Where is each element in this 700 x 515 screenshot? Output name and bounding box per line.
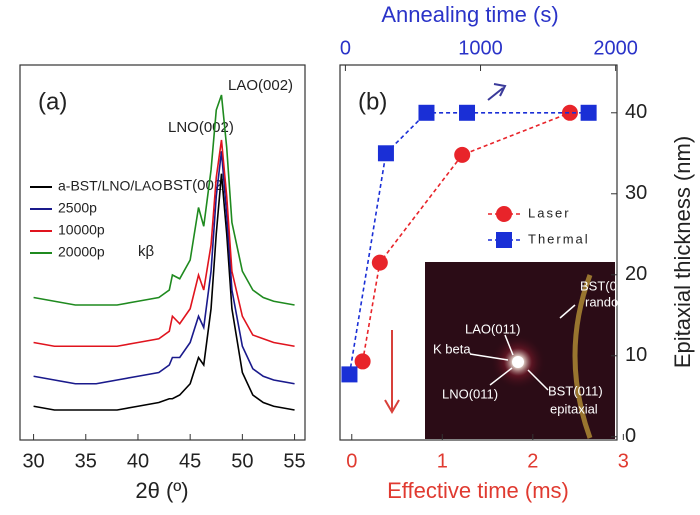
x-tick-label: 0 (346, 450, 357, 472)
x-tick-label: 40 (127, 450, 149, 472)
marker (341, 366, 358, 383)
legend-marker (496, 232, 512, 248)
x-axis-title: 2θ (º) (135, 478, 188, 503)
arrow-head (384, 399, 400, 414)
marker (561, 104, 578, 121)
frame-a (19, 64, 306, 441)
x-tick-label: 35 (75, 450, 97, 472)
y2-tick-label: 30 (625, 182, 647, 204)
y2-tick-label: 0 (625, 425, 636, 447)
inset-image: BST(011) random LAO(011) K beta LNO(011)… (425, 262, 635, 439)
annotation: BST(002) (163, 177, 227, 194)
inset-label: LAO(011) (465, 321, 520, 336)
inset-label: K beta (433, 341, 471, 356)
marker (459, 104, 476, 121)
x2-axis-title: Annealing time (s) (381, 2, 558, 27)
legend-label: Laser (528, 205, 571, 220)
legend-label: 2500p (58, 200, 97, 216)
panel-label: (a) (38, 88, 67, 115)
xrd-line (33, 94, 295, 306)
legend-label: Thermal (528, 231, 590, 246)
frame-b (339, 64, 618, 441)
x2-tick-label: 0 (340, 37, 351, 59)
marker (377, 145, 394, 162)
marker (454, 146, 471, 163)
annotation: LAO(002) (228, 77, 293, 94)
x2-tick-label: 1000 (458, 37, 503, 59)
marker (354, 353, 371, 370)
x-tick-label: 45 (179, 450, 201, 472)
x-tick-label: 2 (527, 450, 538, 472)
annotation: kβ (138, 243, 155, 260)
x-tick-label: 3 (618, 450, 629, 472)
inset-label: BST(011) (548, 383, 603, 398)
annotation: LNO(002) (168, 119, 234, 136)
y2-tick-label: 40 (625, 101, 647, 123)
legend-label: 10000p (58, 222, 105, 238)
x-tick-label: 55 (283, 450, 305, 472)
marker (580, 104, 597, 121)
x2-tick-label: 2000 (593, 37, 638, 59)
panel-label: (b) (358, 88, 387, 115)
x-tick-label: 1 (437, 450, 448, 472)
y2-tick-label: 20 (625, 263, 647, 285)
x-axis-title: Effective time (ms) (387, 478, 569, 503)
legend-marker (496, 206, 512, 222)
inset-label: BST(011) (580, 278, 635, 293)
legend-label: a-BST/LNO/LAO (58, 178, 162, 194)
inset-label: random (585, 294, 629, 309)
x-tick-label: 50 (231, 450, 253, 472)
y2-tick-label: 10 (625, 344, 647, 366)
xrd-line (33, 151, 295, 385)
arrow (487, 87, 504, 101)
marker (371, 254, 388, 271)
xrd-line (33, 139, 295, 348)
arrow-head (493, 83, 507, 97)
x-tick-label: 30 (22, 450, 44, 472)
inset-label: epitaxial (550, 401, 598, 416)
inset-label: LNO(011) (442, 386, 498, 401)
legend-label: 20000p (58, 244, 105, 260)
marker (418, 104, 435, 121)
y2-axis-title: Epitaxial thickness (nm) (670, 136, 695, 368)
xrd-line (33, 173, 295, 411)
dashed-line (361, 112, 571, 362)
